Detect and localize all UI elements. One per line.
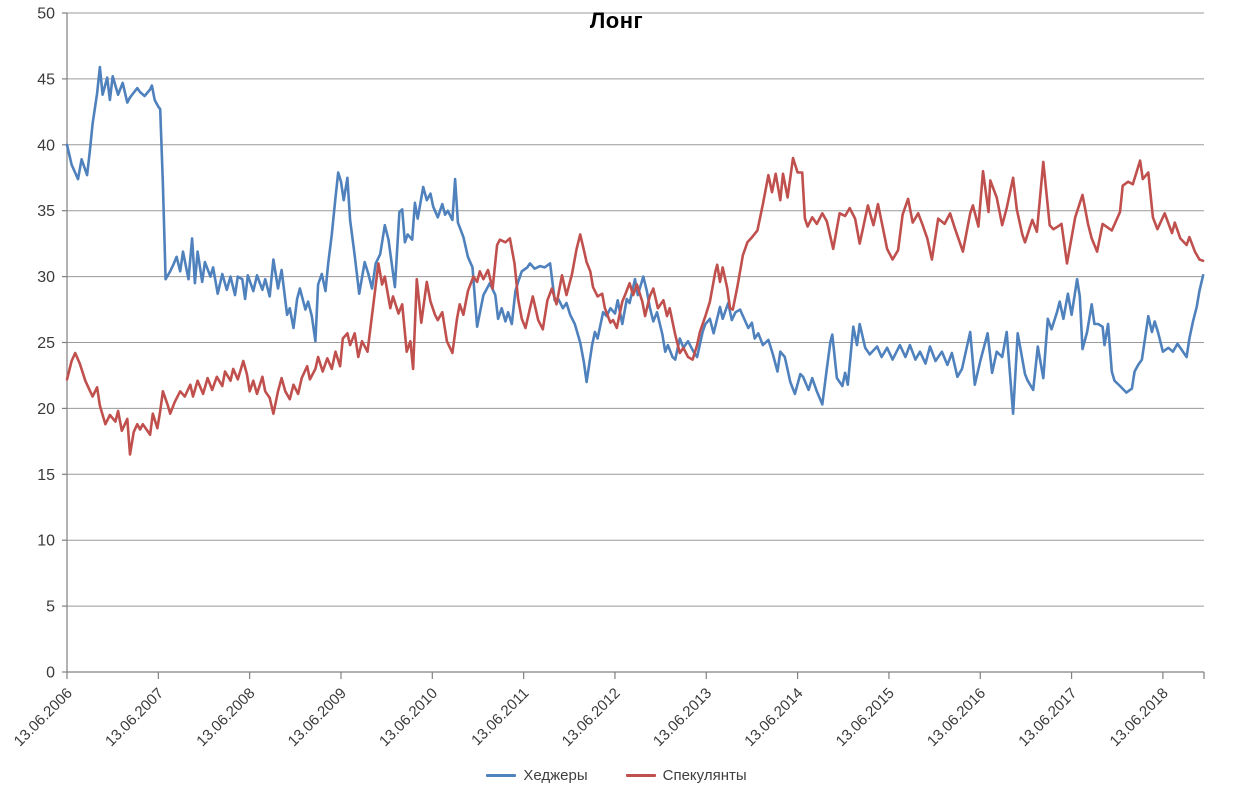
x-axis-tick-label: 13.06.2012: [559, 685, 624, 750]
x-axis-tick-label: 13.06.2017: [1015, 685, 1080, 750]
y-axis-tick-label: 35: [37, 203, 55, 220]
x-axis-tick-label: 13.06.2011: [468, 685, 532, 749]
y-axis-tick-label: 40: [37, 137, 55, 154]
x-axis-tick-label: 13.06.2015: [833, 685, 898, 750]
y-axis-tick-label: 5: [46, 599, 55, 616]
legend-label-hedgers: Хеджеры: [523, 767, 588, 784]
x-axis-tick-label: 13.06.2013: [650, 685, 715, 750]
y-axis-tick-label: 20: [37, 401, 55, 418]
y-axis-tick-label: 50: [37, 6, 55, 23]
x-axis-tick-label: 13.06.2016: [924, 685, 989, 750]
x-axis-tick-label: 13.06.2008: [193, 685, 258, 750]
legend-item-speculators: Спекулянты: [625, 767, 747, 784]
legend-line-swatch-speculators: [625, 774, 656, 777]
x-axis-tick-label: 13.06.2014: [741, 685, 806, 750]
legend-label-speculators: Спекулянты: [662, 767, 747, 784]
y-axis-tick-label: 30: [37, 269, 55, 286]
x-axis-tick-label: 13.06.2007: [102, 685, 167, 750]
x-axis-tick-label: 13.06.2009: [285, 685, 350, 750]
series-line-hedgers: [65, 65, 1205, 416]
series-line-speculators: [65, 156, 1205, 456]
y-axis-tick-label: 45: [37, 71, 55, 88]
legend-line-swatch-hedgers: [486, 774, 517, 777]
x-axis-tick-label: 13.06.2010: [376, 685, 441, 750]
legend-item-hedgers: Хеджеры: [486, 767, 588, 784]
y-axis-tick-label: 10: [37, 533, 55, 550]
y-axis-tick-label: 15: [37, 467, 55, 484]
y-axis-tick-label: 0: [46, 665, 55, 682]
legend: Хеджеры Спекулянты: [0, 767, 1233, 784]
x-axis-tick-label: 13.06.2018: [1107, 685, 1172, 750]
x-axis-tick-label: 13.06.2006: [11, 685, 76, 750]
y-axis-tick-label: 25: [37, 335, 55, 352]
chart-title: Лонг: [589, 8, 644, 33]
